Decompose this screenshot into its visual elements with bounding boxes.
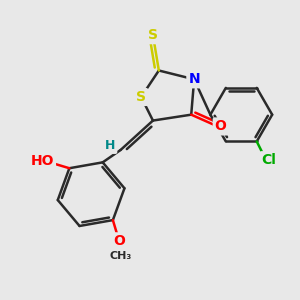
Text: S: S xyxy=(148,28,158,42)
Text: S: S xyxy=(136,90,146,104)
Text: N: N xyxy=(188,72,200,86)
Text: CH₃: CH₃ xyxy=(109,251,131,261)
Text: Cl: Cl xyxy=(262,153,277,167)
Text: H: H xyxy=(105,139,116,152)
Text: O: O xyxy=(113,234,125,248)
Text: O: O xyxy=(215,119,226,134)
Text: HO: HO xyxy=(31,154,54,168)
